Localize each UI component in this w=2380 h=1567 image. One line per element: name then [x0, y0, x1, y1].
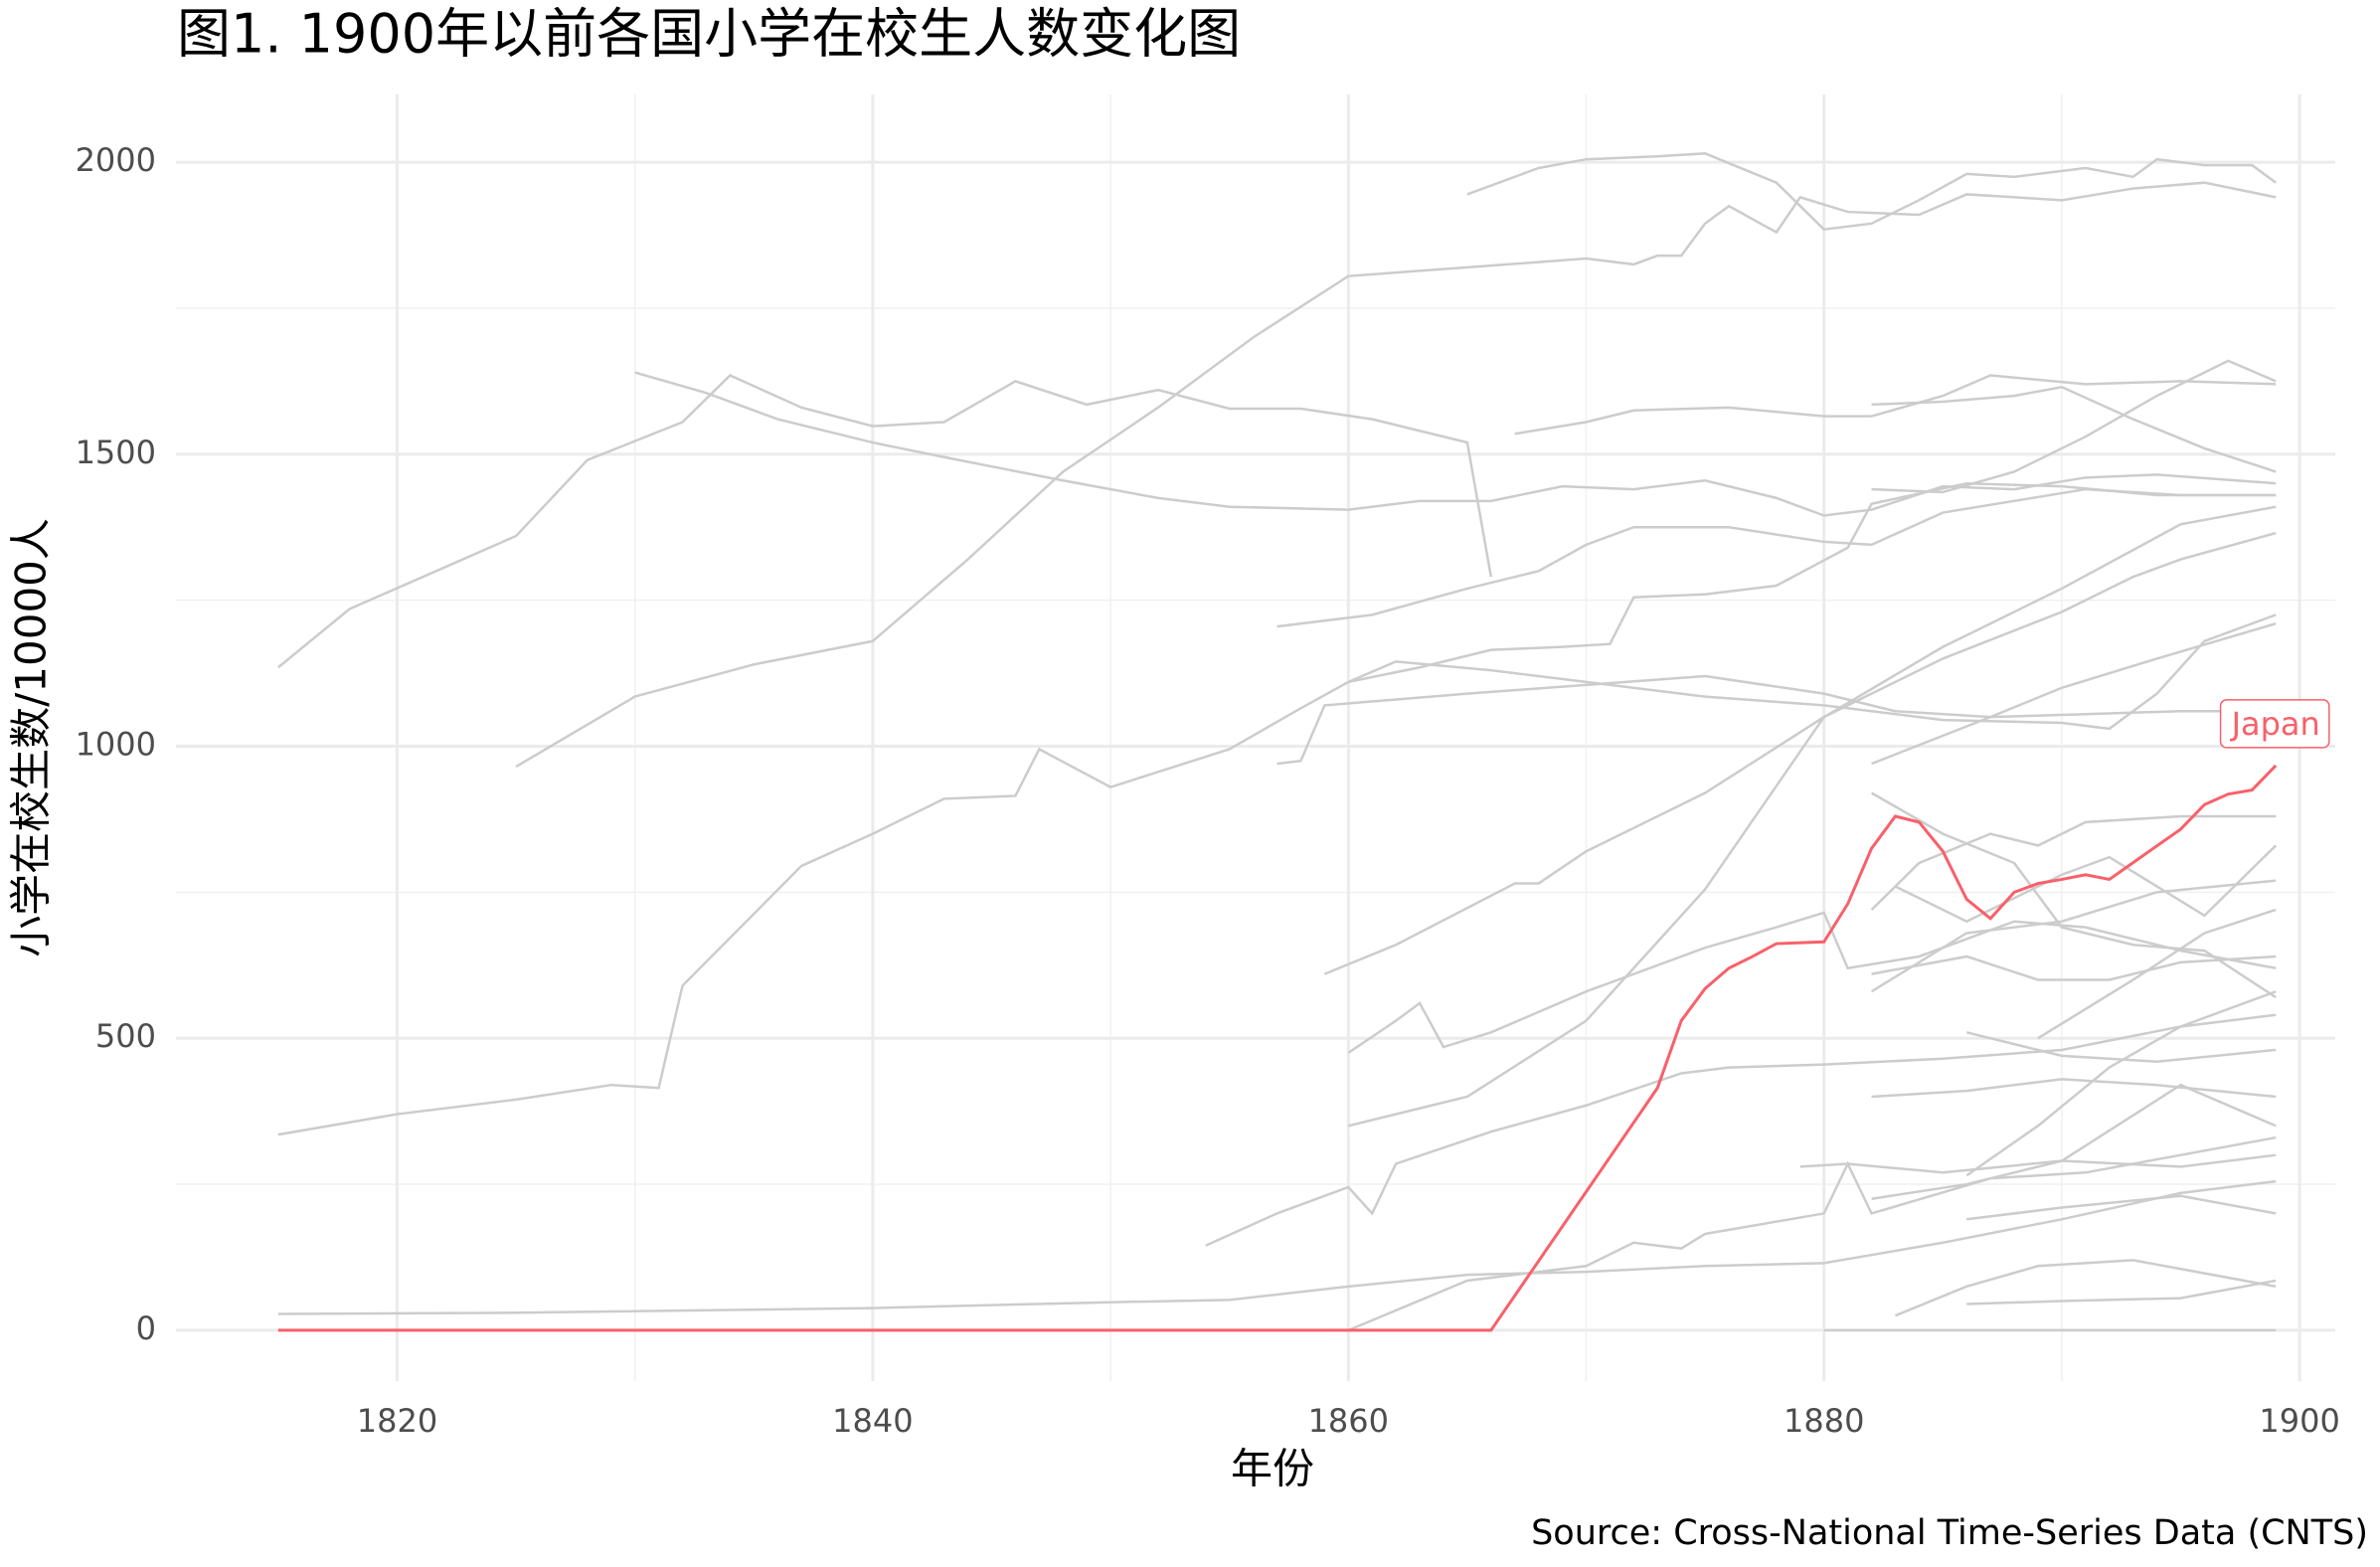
- series-line: [1323, 531, 2277, 975]
- x-tick-label: 1900: [2259, 1402, 2339, 1440]
- series-line: [1871, 385, 2277, 473]
- y-tick-label: 0: [136, 1309, 156, 1347]
- y-tick-label: 1000: [76, 726, 156, 764]
- series-line: [1347, 613, 2277, 731]
- series-line: [1205, 1013, 2277, 1247]
- series-line: [1894, 1259, 2277, 1317]
- series-line: [1466, 152, 2277, 231]
- series-line: [1871, 1078, 2277, 1099]
- series-line: [1799, 1153, 2277, 1174]
- series-label-text: Japan: [2230, 705, 2320, 743]
- series-line: [1966, 1279, 2277, 1306]
- series-line: [1870, 791, 2277, 999]
- series-line: [1514, 374, 2277, 435]
- y-tick-label: 2000: [76, 141, 156, 179]
- series-line: [1871, 955, 2277, 981]
- series-line: [277, 374, 1493, 669]
- series-line: [1347, 505, 2277, 1128]
- series-label-box: [2219, 699, 2330, 749]
- y-tick-label: 1500: [76, 434, 156, 471]
- series-line: [1965, 1031, 2277, 1063]
- x-tick-label: 1860: [1308, 1402, 1389, 1440]
- series-line: [1871, 359, 2277, 494]
- series-line: [1871, 621, 2277, 766]
- series-line: [2037, 908, 2277, 1040]
- x-tick-label: 1880: [1784, 1402, 1864, 1440]
- series-line: [1870, 879, 2277, 993]
- series-line: [1966, 1194, 2277, 1221]
- series-line: [277, 764, 2278, 1332]
- series-line: [1276, 674, 2277, 766]
- series-label: Japan: [2219, 699, 2330, 749]
- series-line: [515, 181, 2277, 769]
- x-axis-title: 年份: [1231, 1445, 1314, 1493]
- y-tick-label: 500: [95, 1017, 156, 1055]
- series-line: [1965, 990, 2277, 1177]
- series-line: [277, 481, 2277, 1136]
- series-line: [634, 371, 2277, 517]
- x-tick-label: 1840: [832, 1402, 913, 1440]
- series-line: [1894, 844, 2278, 924]
- chart-title: 图1. 1900年以前各国小学在校生人数变化图: [177, 3, 1241, 66]
- series-line: [1276, 487, 2277, 628]
- series-line: [1347, 911, 2277, 1054]
- series-line: [1870, 814, 2277, 911]
- caption: Source: Cross-National Time-Series Data …: [1531, 1513, 2368, 1553]
- x-tick-label: 1820: [357, 1402, 437, 1440]
- y-axis-title: 小学在校生数/10000人: [7, 518, 56, 958]
- series-line: [1871, 1083, 2277, 1200]
- series-line: [1347, 1135, 2277, 1332]
- series-line: [277, 1179, 2277, 1315]
